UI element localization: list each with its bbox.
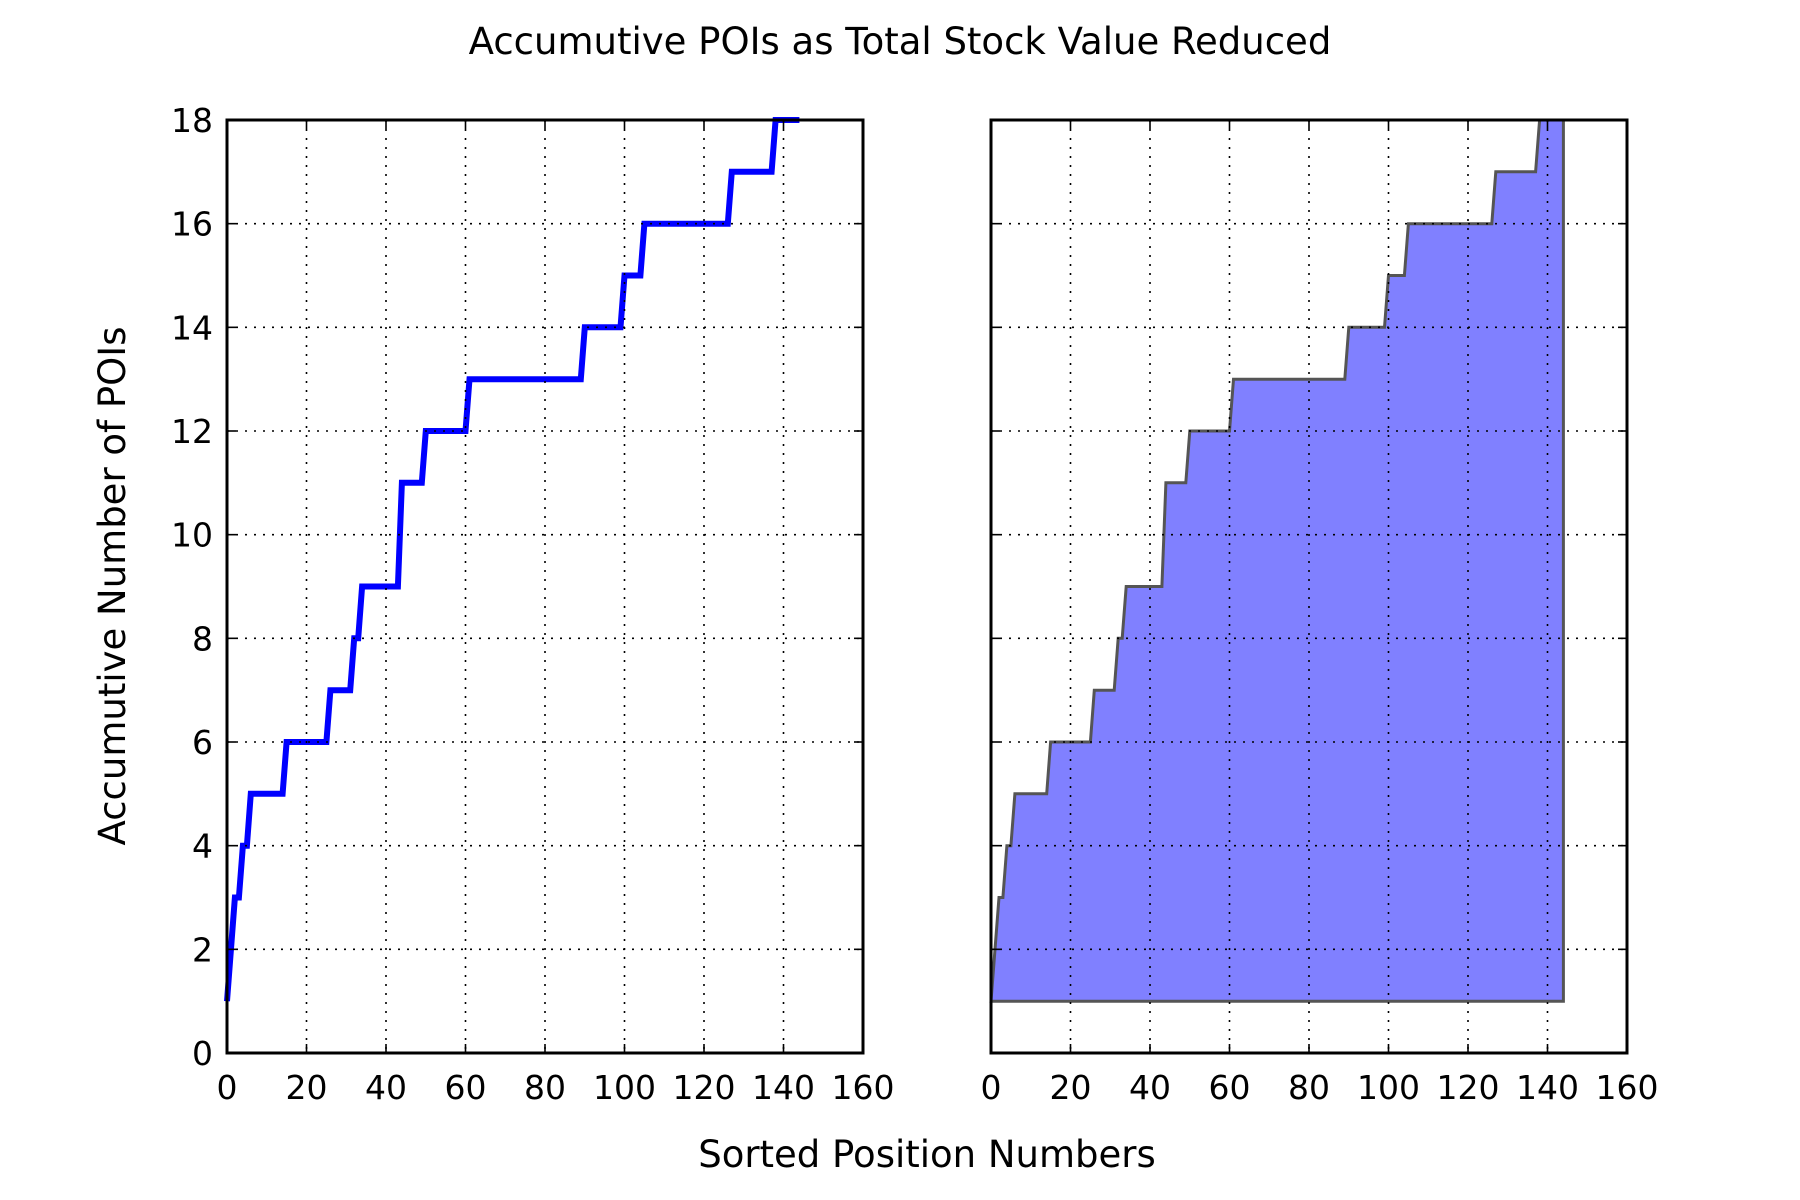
ytick-label-0: 0 <box>192 1034 213 1073</box>
right-xtick-label-20: 20 <box>1050 1068 1092 1107</box>
right-xtick-label-60: 60 <box>1209 1068 1251 1107</box>
right-xtick-label-0: 0 <box>981 1068 1002 1107</box>
ytick-label-16: 16 <box>171 205 213 244</box>
left-xtick-label-20: 20 <box>286 1068 328 1107</box>
right-xtick-label-160: 160 <box>1596 1068 1659 1107</box>
ytick-label-8: 8 <box>192 619 213 658</box>
ytick-label-12: 12 <box>171 412 213 451</box>
right-plot-frame <box>989 118 1629 1055</box>
right-xtick-label-120: 120 <box>1437 1068 1500 1107</box>
left-plot-frame <box>225 118 865 1055</box>
left-xtick-label-40: 40 <box>365 1068 407 1107</box>
ytick-label-10: 10 <box>171 516 213 555</box>
ytick-label-6: 6 <box>192 723 213 762</box>
left-xtick-label-80: 80 <box>524 1068 566 1107</box>
ytick-label-4: 4 <box>192 827 213 866</box>
chart-title: Accumutive POIs as Total Stock Value Red… <box>469 20 1332 63</box>
left-xtick-label-160: 160 <box>832 1068 895 1107</box>
left-panel-step-line: 0 20 40 60 80 100 120 140 160 0 2 4 6 8 10 12 14 16 18 <box>171 101 895 1107</box>
y-axis-label: Accumutive Number of POIs <box>91 327 134 846</box>
ytick-label-14: 14 <box>171 308 213 347</box>
right-panel-filled-area: 0 20 40 60 80 100 120 140 160 <box>981 118 1659 1107</box>
series-line <box>224 117 800 1002</box>
ytick-label-18: 18 <box>171 101 213 140</box>
right-xtick-label-80: 80 <box>1288 1068 1330 1107</box>
left-xtick-label-140: 140 <box>752 1068 815 1107</box>
ytick-label-2: 2 <box>192 930 213 969</box>
left-xtick-label-0: 0 <box>217 1068 238 1107</box>
x-axis-label: Sorted Position Numbers <box>698 1133 1156 1176</box>
left-xtick-label-120: 120 <box>673 1068 736 1107</box>
left-xtick-label-60: 60 <box>445 1068 487 1107</box>
right-xtick-label-100: 100 <box>1357 1068 1420 1107</box>
series-area <box>989 118 1565 1003</box>
left-xtick-label-100: 100 <box>593 1068 656 1107</box>
right-xtick-label-40: 40 <box>1129 1068 1171 1107</box>
right-xtick-label-140: 140 <box>1516 1068 1579 1107</box>
